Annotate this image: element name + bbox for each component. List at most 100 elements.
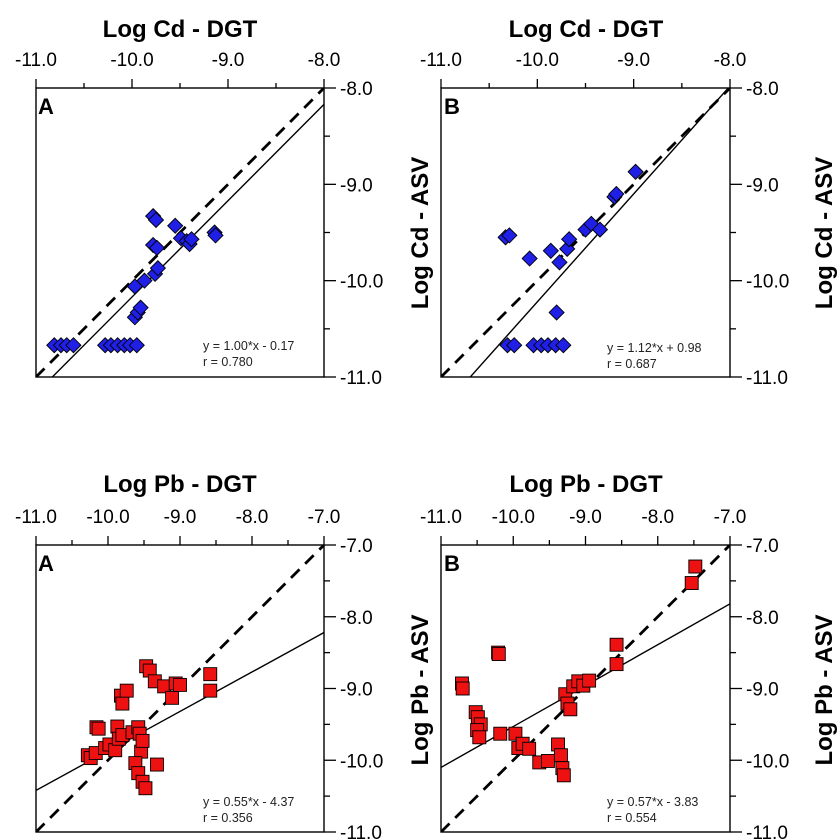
chart-pb-b-x-tick-label-2: -9.0 (569, 507, 602, 528)
chart-pb-a-x-tick-label-4: -7.0 (308, 507, 341, 528)
chart-pb-a-y-tick-label-3: -10.0 (340, 751, 383, 772)
chart-pb-a-r-value: r = 0.356 (203, 811, 253, 825)
chart-cd-a-x-axis-title: Log Cd - DGT (103, 16, 258, 43)
chart-pb-b-y-tick-label-0: -7.0 (746, 536, 779, 557)
chart-cd-a-equation: y = 1.00*x - 0.17 (203, 339, 294, 353)
chart-cd-b-point-17 (591, 221, 609, 238)
chart-pb-b-point-26 (582, 673, 597, 688)
chart-cd-b-y-tick-label-0: -8.0 (746, 79, 779, 100)
chart-cd-b-y-tick-label-1: -9.0 (746, 175, 779, 196)
chart-pb-b-point-27 (609, 637, 624, 652)
chart-pb-b-y-axis-title: Log Pb - ASV (407, 614, 434, 765)
chart-cd-a: Log Cd - DGT A y = 1.00*x - 0.17 r = 0.7… (15, 16, 383, 389)
chart-cd-a-point-12 (132, 299, 149, 316)
chart-cd-b-point-9 (555, 337, 572, 354)
chart-pb-b-point-1 (455, 681, 470, 696)
chart-cd-b-point-14 (560, 231, 578, 248)
chart-cd-b-r-value: r = 0.687 (607, 357, 657, 371)
chart-cd-b-point-2 (521, 250, 538, 267)
chart-cd-b-point-11 (542, 242, 559, 259)
chart-cd-b-regression-line (469, 88, 730, 377)
chart-cd-b-y-tick-label-3: -11.0 (746, 368, 788, 389)
chart-pb-b-point-28 (609, 657, 624, 672)
chart-cd-a-x-tick-label-1: -10.0 (110, 50, 153, 71)
chart-pb-a-x-tick-label-3: -8.0 (236, 507, 269, 528)
chart-pb-b-x-tick-label-3: -8.0 (641, 507, 674, 528)
chart-pb-b-x-tick-label-4: -7.0 (714, 507, 747, 528)
chart-cd-a-point-3 (65, 337, 82, 354)
chart-cd-a-y-tick-label-2: -10.0 (340, 272, 383, 293)
chart-cd-b: Log Cd - DGT Log Cd - ASV Log Cd - ASV B… (407, 16, 838, 389)
chart-pb-b: Log Pb - DGT Log Pb - ASV Log Pb - ASV B… (407, 471, 838, 840)
chart-cd-a-point-21 (167, 217, 184, 234)
chart-pb-b-y-tick-label-1: -8.0 (746, 608, 779, 629)
chart-pb-b-panel-label: B (444, 551, 460, 576)
chart-pb-a-point-14 (115, 696, 130, 711)
chart-pb-b-equation: y = 0.57*x - 3.83 (607, 795, 698, 809)
chart-pb-b-x-tick-label-1: -10.0 (492, 507, 535, 528)
chart-cd-a-x-tick-label-0: -11.0 (15, 50, 57, 71)
chart-pb-a-y-tick-label-1: -8.0 (340, 608, 373, 629)
chart-pb-b-r-value: r = 0.554 (607, 811, 657, 825)
chart-pb-a-point-28 (165, 690, 180, 705)
chart-cd-b-x-axis-title: Log Cd - DGT (509, 16, 664, 43)
chart-cd-b-y-axis-title-right: Log Cd - ASV (811, 157, 838, 309)
chart-pb-b-point-8 (472, 730, 487, 745)
chart-pb-a-regression-line (36, 631, 324, 791)
chart-cd-a-point-18 (148, 239, 166, 257)
chart-cd-a-point-14 (136, 272, 153, 289)
chart-pb-a-y-tick-label-0: -7.0 (340, 536, 373, 557)
chart-cd-a-point-16 (149, 260, 167, 277)
chart-pb-b-point-13 (522, 741, 537, 756)
chart-cd-a-point-9 (128, 337, 145, 354)
chart-pb-a-x-axis-title: Log Pb - DGT (103, 471, 257, 498)
chart-cd-a-regression-line (51, 103, 324, 377)
chart-pb-a-x-tick-label-1: -10.0 (86, 507, 129, 528)
chart-cd-a-panel-label: A (38, 94, 54, 119)
chart-pb-b-y-tick-label-4: -11.0 (746, 823, 788, 840)
chart-pb-a-point-22 (138, 781, 153, 796)
chart-pb-a-y-tick-label-2: -9.0 (340, 680, 373, 701)
chart-cd-b-point-10 (548, 304, 565, 321)
chart-pb-b-x-axis-title: Log Pb - DGT (509, 471, 663, 498)
chart-cd-b-panel-label: B (444, 94, 460, 119)
chart-cd-b-equation: y = 1.12*x + 0.98 (607, 341, 702, 355)
chart-pb-b-point-15 (540, 754, 555, 768)
chart-pb-b-point-29 (688, 559, 703, 574)
chart-cd-a-point-20 (147, 211, 165, 229)
chart-cd-b-x-tick-label-3: -8.0 (714, 50, 747, 71)
chart-cd-a-y-tick-label-0: -8.0 (340, 79, 373, 100)
chart-cd-b-x-tick-label-1: -10.0 (516, 50, 559, 71)
chart-pb-b-y-axis-title-right: Log Pb - ASV (811, 614, 838, 765)
chart-cd-b-x-tick-label-0: -11.0 (420, 50, 462, 71)
chart-cd-b-y-tick-label-2: -10.0 (746, 272, 789, 293)
chart-cd-a-x-tick-label-3: -8.0 (308, 50, 341, 71)
chart-cd-a-y-tick-label-3: -11.0 (340, 368, 382, 389)
chart-pb-b-point-3 (491, 647, 506, 662)
chart-cd-a-point-27 (207, 227, 224, 244)
chart-pb-a-point-15 (119, 683, 134, 698)
chart-pb-a: Log Pb - DGT A y = 0.55*x - 4.37 r = 0.3… (15, 471, 383, 840)
chart-cd-a-y-tick-label-1: -9.0 (340, 175, 373, 196)
chart-pb-b-y-tick-label-2: -9.0 (746, 680, 779, 701)
chart-pb-b-point-22 (563, 702, 578, 717)
chart-pb-a-point-18 (135, 733, 150, 748)
chart-cd-b-x-tick-label-2: -9.0 (617, 50, 650, 71)
chart-cd-b-point-4 (506, 337, 523, 354)
chart-pb-a-x-tick-label-2: -9.0 (164, 507, 197, 528)
chart-pb-b-point-30 (684, 576, 699, 590)
chart-pb-a-equation: y = 0.55*x - 4.37 (203, 795, 294, 809)
chart-cd-b-y-axis-title: Log Cd - ASV (407, 157, 434, 309)
chart-cd-b-plot-area (441, 88, 730, 377)
chart-pb-a-point-23 (150, 757, 164, 772)
chart-cd-a-r-value: r = 0.780 (203, 355, 253, 369)
chart-cd-b-point-20 (627, 163, 644, 180)
chart-cd-b-point-19 (608, 185, 625, 203)
chart-pb-b-x-tick-label-0: -11.0 (420, 507, 462, 528)
chart-pb-a-x-tick-label-0: -11.0 (15, 507, 57, 528)
chart-pb-a-point-32 (203, 683, 218, 698)
chart-pb-a-y-tick-label-4: -11.0 (340, 823, 382, 840)
chart-pb-a-point-1 (91, 721, 106, 736)
chart-pb-a-point-30 (173, 677, 187, 692)
